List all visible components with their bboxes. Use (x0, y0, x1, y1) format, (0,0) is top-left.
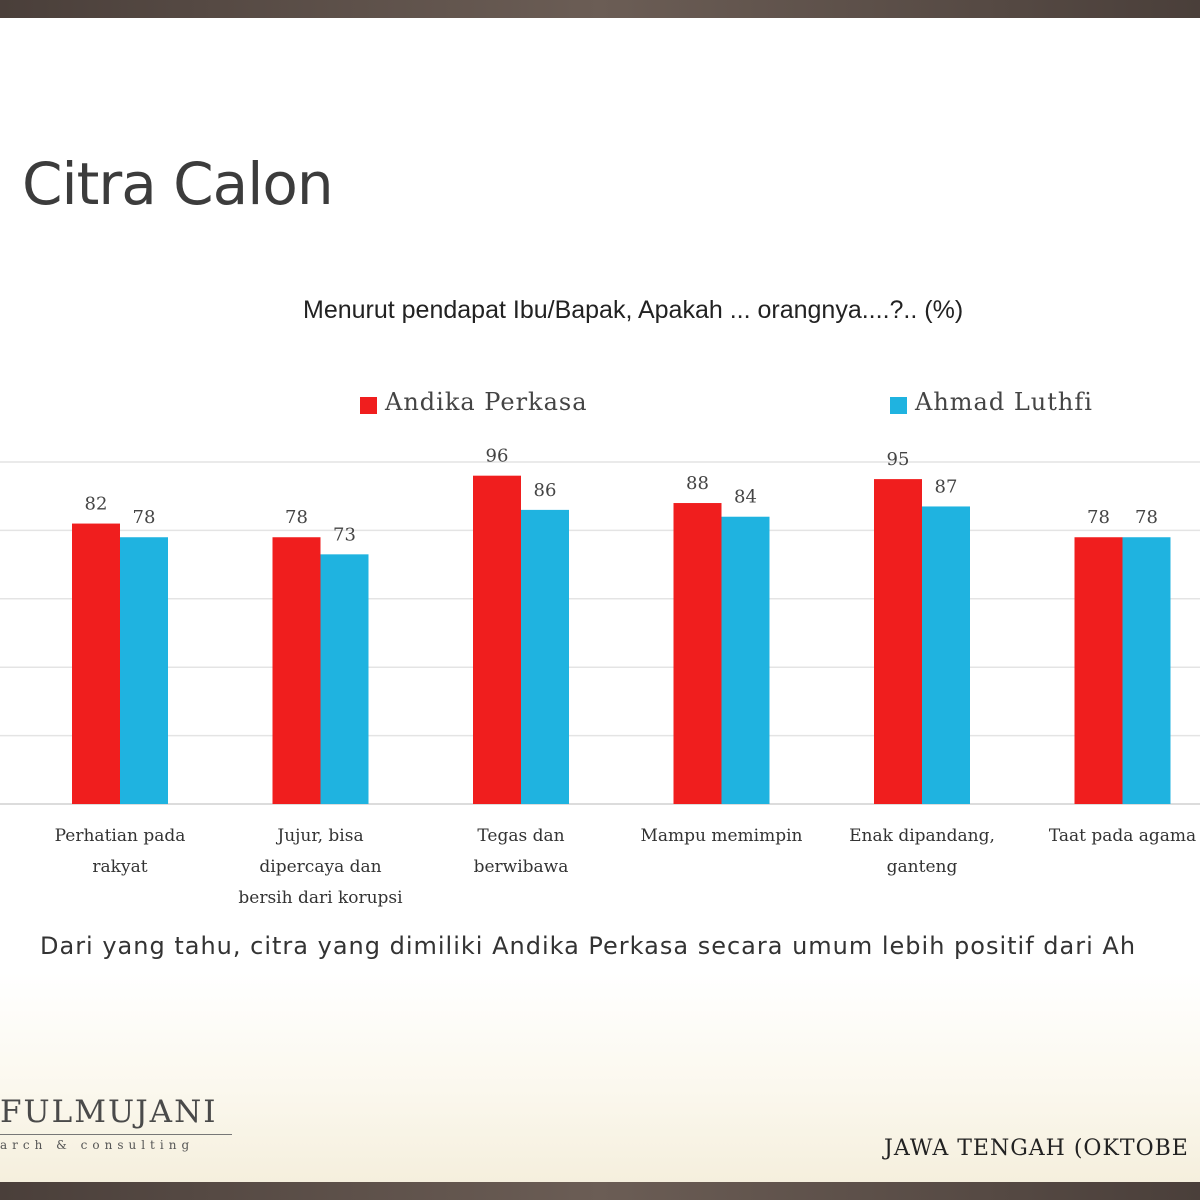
data-label-andika-1: 78 (285, 507, 308, 528)
chart-subtitle: Menurut pendapat Ibu/Bapak, Apakah ... o… (303, 296, 964, 324)
data-label-andika-5: 78 (1087, 507, 1110, 528)
bar-andika-2 (473, 475, 521, 804)
legend-label-luthfi: Ahmad Luthfi (915, 388, 1093, 416)
bar-andika-0 (72, 523, 120, 804)
bar-luthfi-3 (721, 516, 770, 804)
legend-item-luthfi: Ahmad Luthfi (890, 388, 1093, 416)
slide-title: Citra Calon (22, 150, 334, 218)
brand-tagline: arch & consulting (0, 1138, 195, 1152)
category-label-4-line-1: ganteng (887, 857, 958, 877)
data-label-luthfi-1: 73 (333, 524, 356, 545)
data-label-luthfi-0: 78 (133, 507, 156, 528)
bar-andika-5 (1074, 537, 1123, 804)
slide-footnote: Dari yang tahu, citra yang dimiliki Andi… (40, 932, 1137, 960)
data-label-andika-0: 82 (85, 494, 108, 515)
category-label-1-line-0: Jujur, bisa (275, 826, 363, 846)
data-label-andika-2: 96 (486, 446, 509, 467)
data-label-luthfi-4: 87 (935, 476, 958, 497)
brand-logo-text: FULMUJANI (0, 1094, 218, 1130)
screen-frame-bottom (0, 1182, 1200, 1200)
category-label-1-line-2: bersih dari korupsi (238, 888, 403, 908)
legend-item-andika: Andika Perkasa (360, 388, 588, 416)
presentation-slide: Citra Calon Menurut pendapat Ibu/Bapak, … (0, 18, 1200, 1182)
survey-region-label: JAWA TENGAH (OKTOBE (884, 1136, 1189, 1161)
category-label-2-line-0: Tegas dan (477, 826, 564, 846)
bar-andika-3 (673, 503, 722, 804)
category-label-2-line-1: berwibawa (474, 857, 569, 877)
category-label-0-line-0: Perhatian pada (55, 826, 186, 846)
bar-luthfi-2 (521, 509, 569, 804)
data-label-luthfi-3: 84 (734, 487, 757, 508)
data-label-luthfi-2: 86 (534, 480, 557, 501)
bar-luthfi-1 (320, 554, 369, 804)
data-label-andika-3: 88 (686, 473, 709, 494)
bar-chart: 82 78 Perhatian pada rakyat 78 73 Jujur, bisa d… (0, 446, 1200, 908)
bar-luthfi-5 (1122, 537, 1171, 804)
category-label-5-line-0: Taat pada agama (1049, 826, 1196, 846)
legend-swatch-andika (360, 396, 377, 414)
bar-luthfi-4 (922, 506, 970, 804)
legend-swatch-luthfi (890, 396, 907, 414)
category-label-3-line-0: Mampu memimpin (640, 826, 802, 846)
category-label-1-line-1: dipercaya dan (259, 857, 381, 877)
bar-andika-1 (272, 537, 321, 804)
legend-label-andika: Andika Perkasa (385, 388, 588, 416)
bar-luthfi-0 (120, 537, 168, 804)
data-label-luthfi-5: 78 (1135, 507, 1158, 528)
data-label-andika-4: 95 (887, 449, 910, 470)
brand-divider (0, 1134, 232, 1135)
category-label-0-line-1: rakyat (92, 857, 147, 877)
category-label-4-line-0: Enak dipandang, (849, 826, 995, 846)
bar-andika-4 (874, 479, 922, 804)
screen-frame-top (0, 0, 1200, 18)
